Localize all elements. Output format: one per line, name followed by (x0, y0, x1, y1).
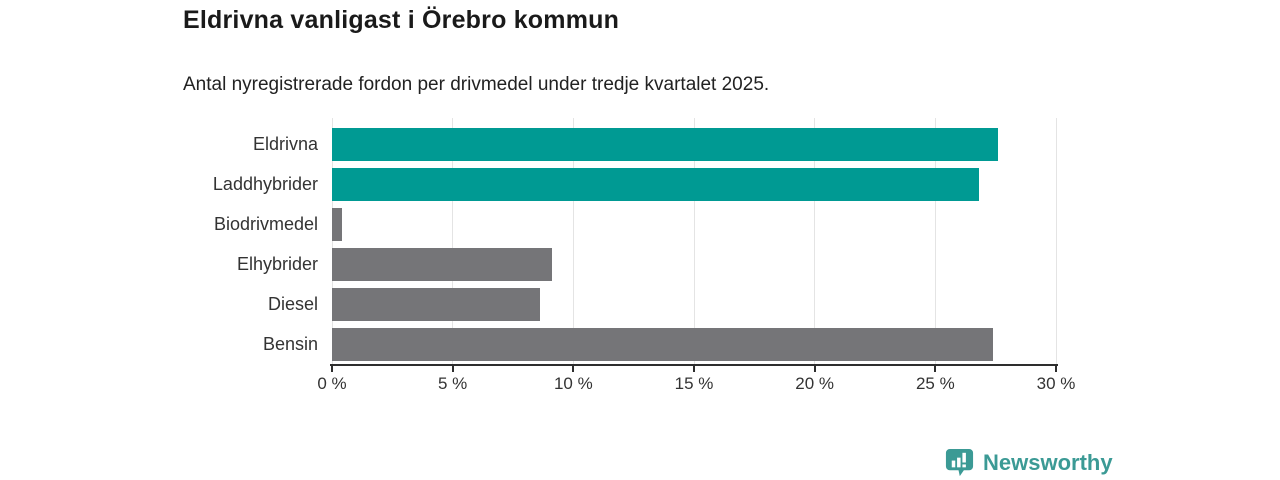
x-tick-20 (813, 366, 816, 372)
x-tick-10 (572, 366, 575, 372)
x-tick-label-20: 20 % (795, 374, 835, 393)
x-tick-label-30: 30 % (1036, 374, 1076, 393)
gridline-20 (814, 118, 816, 364)
exclamation-dot (962, 464, 966, 468)
category-label-eldrivna: Eldrivna (252, 134, 318, 154)
bar-elhybrider (332, 248, 552, 281)
category-labels: Eldrivna Laddhybrider Biodrivmedel Elhybrid… (0, 0, 318, 480)
bar-bensin (332, 328, 994, 361)
bar-laddhybrider (332, 168, 979, 201)
x-tick-15 (693, 366, 695, 372)
x-tick-label-0: 0 % (317, 374, 347, 393)
x-tick-25 (934, 366, 937, 372)
chart-bar-medium (957, 457, 961, 468)
bar-biodrivmedel (332, 208, 342, 241)
gridline-25 (934, 118, 936, 364)
bar-eldrivna (332, 128, 999, 161)
newsworthy-wordmark: Newsworthy (983, 450, 1113, 475)
x-tick-label-5: 5 % (438, 374, 468, 393)
gridline-0 (331, 118, 333, 364)
x-tick-label-10: 10 % (553, 374, 593, 393)
category-label-bensin: Bensin (262, 334, 318, 354)
x-axis-line (330, 364, 1058, 366)
chart-title: Eldrivna vanligast i Örebro kommun (183, 6, 620, 34)
chart-subtitle: Antal nyregistrerade fordon per drivmede… (183, 74, 770, 95)
gridline-10 (572, 118, 574, 364)
x-tick-label-25: 25 % (915, 374, 955, 393)
category-label-laddhybrider: Laddhybrider (212, 174, 318, 194)
x-tick-label-15: 15 % (674, 374, 714, 393)
category-label-elhybrider: Elhybrider (236, 254, 318, 274)
plot-area (331, 118, 1057, 364)
x-tick-0 (331, 366, 333, 372)
chart-bar-small (951, 460, 956, 468)
bar-diesel (332, 288, 540, 321)
category-label-diesel: Diesel (267, 294, 318, 314)
gridline-5 (452, 118, 454, 364)
gridline-30 (1055, 118, 1057, 364)
exclamation-bar (962, 452, 966, 463)
category-label-biodrivmedel: Biodrivmedel (213, 214, 318, 234)
x-tick-30 (1055, 366, 1057, 372)
gridline-15 (693, 118, 695, 364)
x-tick-5 (451, 366, 454, 372)
newsworthy-bar-chart-icon (945, 448, 974, 477)
newsworthy-logo: Newsworthy (944, 447, 1113, 478)
